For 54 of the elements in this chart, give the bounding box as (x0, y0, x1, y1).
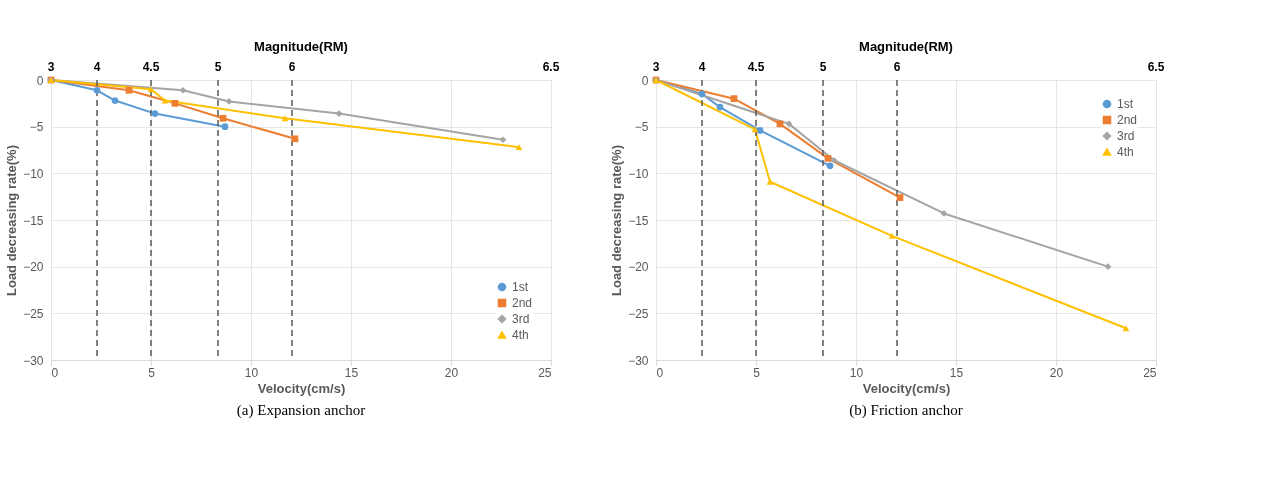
y-tick-label: −10 (628, 166, 649, 181)
text: 6.5 (1147, 60, 1165, 74)
y-axis-title: Load decreasing rate(%) (609, 145, 625, 296)
text: 4.5 (142, 60, 160, 74)
y-tick-label: −25 (23, 306, 44, 321)
y-tick-label: −30 (23, 353, 44, 368)
text: 4 (93, 60, 101, 74)
y-tick-label: −5 (29, 120, 44, 135)
y-tick-label: −20 (628, 260, 649, 275)
x-tick-label: 25 (538, 365, 552, 380)
x2-axis-title: Magnitude(RM) (859, 39, 953, 54)
x-tick-label: 5 (753, 365, 761, 380)
y-tick-label: −25 (628, 306, 649, 321)
y-axis-title: Load decreasing rate(%) (4, 145, 20, 296)
x2-axis-title: Magnitude(RM) (254, 39, 348, 54)
x-tick-label: 5 (148, 365, 156, 380)
y-tick-label: −10 (23, 166, 44, 181)
y-tick-label: 0 (36, 73, 44, 88)
text: 4 (698, 60, 706, 74)
text: 3 (652, 60, 660, 74)
text: 6 (288, 60, 296, 74)
y-tick-label: −15 (23, 213, 44, 228)
x-axis-title: Velocity(cm/s) (257, 380, 346, 396)
text: 5 (214, 60, 222, 74)
y-tick-label: −15 (628, 213, 649, 228)
x-tick-label: 15 (949, 365, 964, 380)
text: 5 (819, 60, 827, 74)
y-tick-label: −20 (23, 260, 44, 275)
x-tick-label: 15 (344, 365, 359, 380)
text: 3 (47, 60, 55, 74)
x-tick-label: 20 (444, 365, 459, 380)
text: 6 (893, 60, 901, 74)
text: (b) Friction anchor (849, 402, 963, 419)
x-tick-label: 25 (1143, 365, 1157, 380)
x-tick-label: 10 (244, 365, 259, 380)
text: (a) Expansion anchor (236, 402, 366, 419)
x-tick-label: 20 (1049, 365, 1064, 380)
y-tick-label: −5 (634, 120, 649, 135)
legend-label: 3rd (512, 312, 530, 326)
legend-label: 3rd (1117, 129, 1135, 143)
x-tick-label: 0 (656, 365, 664, 380)
legend-label: 1st (1117, 97, 1134, 111)
legend-label: 2nd (512, 296, 533, 310)
legend-label: 1st (512, 280, 529, 294)
x-axis-title: Velocity(cm/s) (862, 380, 951, 396)
text: 4.5 (747, 60, 765, 74)
x-tick-label: 10 (849, 365, 864, 380)
legend-label: 2nd (1117, 113, 1138, 127)
text: 6.5 (542, 60, 560, 74)
legend-label: 4th (1117, 145, 1134, 159)
x-tick-label: 0 (51, 365, 59, 380)
legend-label: 4th (512, 328, 529, 342)
y-tick-label: 0 (641, 73, 649, 88)
y-tick-label: −30 (628, 353, 649, 368)
